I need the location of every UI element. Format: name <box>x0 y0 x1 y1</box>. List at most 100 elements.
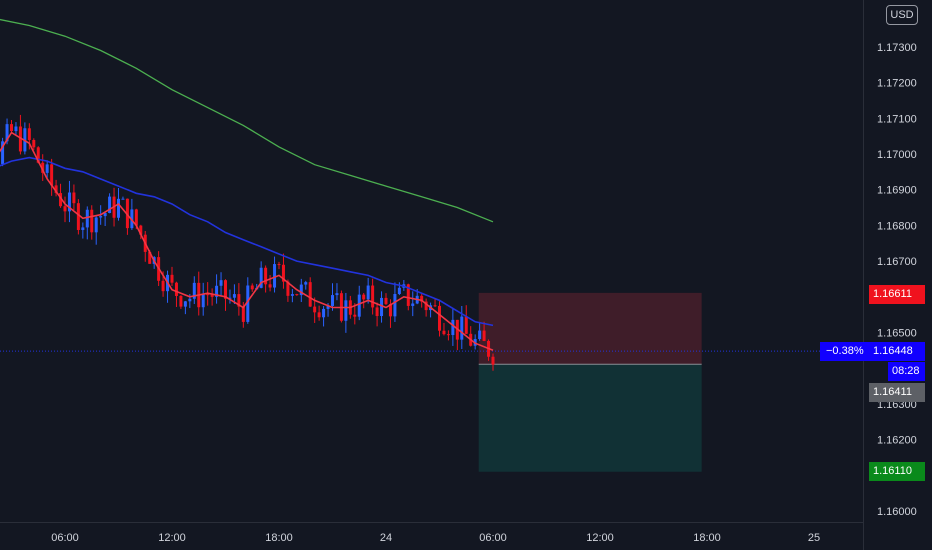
candle-body <box>290 294 294 296</box>
change-percent-badge: −0.38% <box>820 342 869 361</box>
candle-body <box>10 124 13 132</box>
candle-body <box>286 281 290 296</box>
price-tick-label: 1.17000 <box>877 149 917 161</box>
candle-body <box>268 284 272 288</box>
position-upper-price-badge: 1.16611 <box>869 285 925 304</box>
candle-body <box>397 287 401 294</box>
candle-body <box>210 294 214 297</box>
candle-body <box>94 217 98 233</box>
candle-body <box>304 282 308 285</box>
candle-body <box>478 330 482 340</box>
time-axis[interactable]: 06:00 12:00 18:00 24 06:00 12:00 18:00 25 <box>51 532 820 544</box>
candle-body <box>130 209 134 229</box>
candle-body <box>174 282 178 296</box>
price-tick-label: 1.17300 <box>877 42 917 54</box>
moving-average-line <box>0 156 494 327</box>
candle-body <box>438 305 441 331</box>
time-tick-label: 12:00 <box>158 532 186 544</box>
time-tick-label: 25 <box>808 532 820 544</box>
candle-body <box>237 294 241 307</box>
candle-body <box>108 196 112 214</box>
candle-body <box>259 267 263 288</box>
candle-body <box>393 293 397 317</box>
price-tick-label: 1.16800 <box>877 220 917 232</box>
candle-body <box>277 264 281 266</box>
candle-body <box>215 285 219 297</box>
candle-body <box>41 162 45 173</box>
candle-body <box>76 203 80 230</box>
candle-body <box>281 264 285 282</box>
candle-body <box>183 301 187 307</box>
time-tick-label: 06:00 <box>479 532 507 544</box>
candle-body <box>219 280 223 286</box>
time-tick-label: 18:00 <box>693 532 721 544</box>
candle-body <box>273 264 277 288</box>
moving-average-line <box>0 131 494 352</box>
candle-body <box>482 330 486 341</box>
candle-body <box>420 295 424 302</box>
candle-body <box>192 282 196 299</box>
candle-body <box>45 164 49 173</box>
position-tool[interactable] <box>478 292 702 472</box>
position-lower-price-badge: 1.16110 <box>869 462 925 481</box>
position-lower-zone[interactable] <box>478 364 702 472</box>
candle-body <box>451 319 455 336</box>
candle-body <box>85 209 89 228</box>
candle-body <box>375 307 379 317</box>
candle-body <box>139 225 143 235</box>
candle-body <box>18 126 22 152</box>
candle-body <box>170 274 174 283</box>
candle-body <box>188 298 192 302</box>
candle-body <box>411 303 415 306</box>
candle-body <box>148 251 152 264</box>
candle-body <box>161 280 165 292</box>
candle-body <box>72 192 76 204</box>
candle-body <box>424 301 428 311</box>
candle-body <box>36 147 40 163</box>
candle-body <box>299 284 303 296</box>
candle-body <box>317 312 321 318</box>
candle-body <box>406 284 410 306</box>
candle-body <box>371 285 375 308</box>
candle-body <box>380 297 384 317</box>
candle-body <box>81 227 85 230</box>
candle-body <box>99 216 103 218</box>
position-upper-zone[interactable] <box>478 292 702 365</box>
time-tick-label: 24 <box>380 532 392 544</box>
candle-body <box>206 294 210 296</box>
candle-body <box>67 192 71 212</box>
candle-body <box>232 294 236 298</box>
candle-body <box>366 285 370 300</box>
candle-body <box>308 282 312 307</box>
candle-body <box>201 294 205 308</box>
candle-body <box>90 209 94 233</box>
time-tick-label: 18:00 <box>265 532 293 544</box>
candle-body <box>1 141 5 164</box>
price-tick-label: 1.17100 <box>877 113 917 125</box>
candle-body <box>491 356 495 365</box>
candle-body <box>59 193 63 207</box>
candle-body <box>442 330 446 335</box>
candle-body <box>433 305 437 307</box>
candle-body <box>224 280 227 299</box>
candle-body <box>134 209 138 226</box>
candle-body <box>388 303 392 317</box>
candle-body <box>264 267 268 285</box>
candle-body <box>362 294 366 300</box>
candle-body <box>344 300 348 321</box>
candle-body <box>326 305 330 309</box>
candle-body <box>121 198 125 200</box>
candle-body <box>54 185 58 194</box>
candle-body <box>313 306 317 313</box>
price-tick-label: 1.17200 <box>877 78 917 90</box>
candle-body <box>357 294 361 317</box>
candle-body <box>63 206 67 212</box>
candle-body <box>295 294 299 296</box>
candle-body <box>103 213 107 217</box>
candle-body <box>241 306 245 322</box>
currency-selector-button[interactable]: USD <box>886 5 918 25</box>
moving-average-line <box>0 18 494 223</box>
moving-averages <box>0 18 494 352</box>
price-tick-label: 1.16000 <box>877 506 917 518</box>
